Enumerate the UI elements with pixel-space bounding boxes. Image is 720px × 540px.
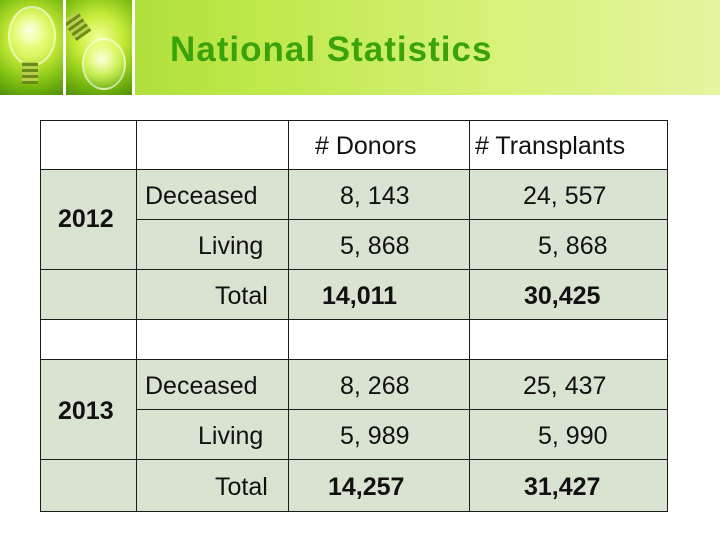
- spacer-cell: [288, 319, 470, 360]
- lightbulb-icon: [8, 6, 56, 66]
- year-cell-empty: [40, 459, 137, 512]
- spacer-cell: [40, 319, 137, 360]
- statistics-table: # Donors # Transplants 2012 Deceased 8, …: [40, 120, 668, 512]
- donors-cell: [288, 409, 470, 460]
- year-cell-2012: [40, 169, 137, 270]
- donors-value: 8, 143: [340, 182, 410, 210]
- donors-value: 5, 868: [340, 232, 410, 260]
- row-label-cell: [136, 459, 289, 512]
- year-label-2013: 2013: [58, 397, 114, 425]
- transplants-value: 24, 557: [523, 182, 607, 210]
- donors-cell: [288, 459, 470, 512]
- spacer-cell: [469, 319, 668, 360]
- donors-value: 5, 989: [340, 422, 410, 450]
- spacer-cell: [136, 319, 289, 360]
- donors-cell: [288, 219, 470, 270]
- donors-column-header: # Donors: [315, 132, 417, 160]
- transplants-cell: [469, 459, 668, 512]
- transplants-total-value: 30,425: [524, 282, 601, 310]
- lightbulb-base-icon: [22, 62, 38, 84]
- transplants-total-value: 31,427: [524, 473, 601, 501]
- banner-divider: [63, 0, 66, 95]
- row-label-total: Total: [215, 473, 268, 501]
- transplants-value: 5, 990: [538, 422, 608, 450]
- transplants-column-header: # Transplants: [475, 132, 626, 160]
- row-label-living: Living: [198, 422, 264, 450]
- lightbulb-icon: [82, 38, 126, 90]
- donors-total-value: 14,011: [322, 282, 398, 310]
- transplants-cell: [469, 409, 668, 460]
- row-label-total: Total: [215, 282, 268, 310]
- year-cell-2013: [40, 359, 137, 460]
- row-label-cell: [136, 409, 289, 460]
- row-label-living: Living: [198, 232, 264, 260]
- row-label-deceased: Deceased: [145, 182, 258, 210]
- row-label-deceased: Deceased: [145, 372, 258, 400]
- row-label-cell: [136, 359, 289, 410]
- year-label-2012: 2012: [58, 205, 114, 233]
- transplants-cell: [469, 269, 668, 320]
- header-empty-cell: [136, 120, 289, 170]
- lightbulb-photo-left: [0, 0, 63, 95]
- header-donors-cell: [288, 120, 470, 170]
- transplants-value: 25, 437: [523, 372, 607, 400]
- donors-cell: [288, 359, 470, 410]
- transplants-value: 5, 868: [538, 232, 608, 260]
- row-label-cell: [136, 219, 289, 270]
- donors-value: 8, 268: [340, 372, 410, 400]
- header-transplants-cell: [469, 120, 668, 170]
- year-cell-empty: [40, 269, 137, 320]
- lightbulb-base-icon: [66, 11, 92, 41]
- slide-title: National Statistics: [170, 30, 493, 69]
- header-empty-cell: [40, 120, 137, 170]
- banner-divider: [132, 0, 135, 95]
- donors-total-value: 14,257: [328, 473, 405, 501]
- transplants-cell: [469, 219, 668, 270]
- lightbulb-photo-right: [66, 0, 132, 95]
